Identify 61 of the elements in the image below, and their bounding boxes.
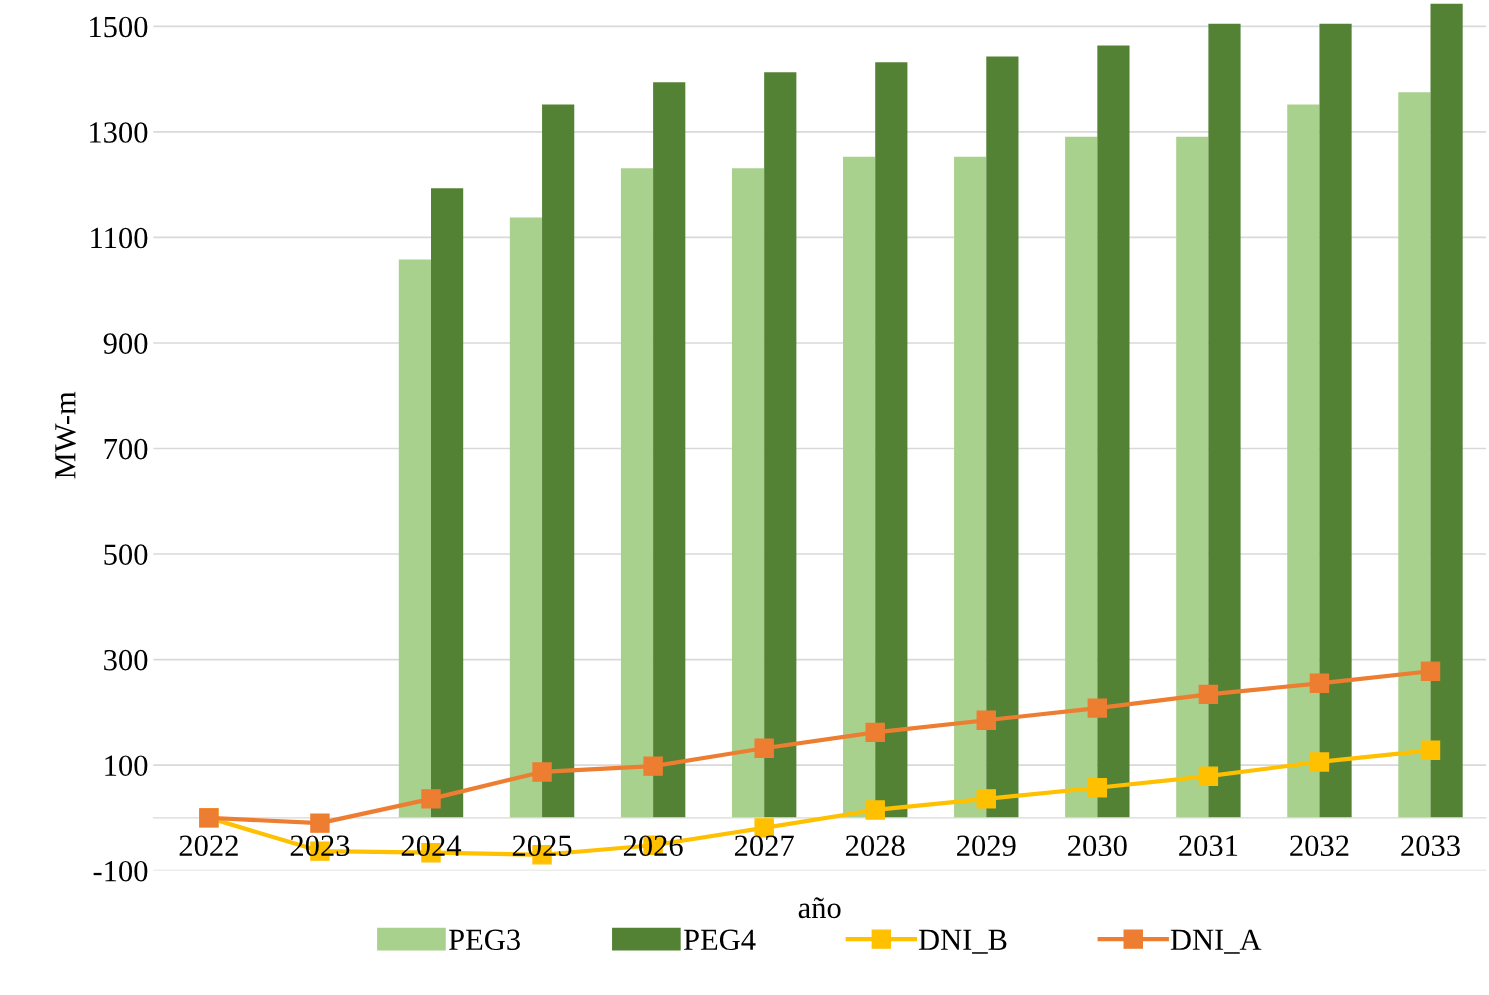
bar [1097,45,1130,818]
point [1420,661,1441,681]
y-tick-label: 1100 [91,227,148,249]
point [1420,740,1441,761]
point [421,789,441,809]
bar [398,259,431,818]
point [1087,698,1108,718]
bar [620,168,654,818]
point [1087,778,1108,798]
point [643,756,663,776]
y-tick-label: 100 [105,755,148,776]
bar [542,104,575,818]
x-tick-label: 2031 [1179,835,1238,857]
point [1309,752,1330,772]
point [754,738,774,758]
y-tick-label: 700 [104,438,148,460]
point [865,722,885,743]
x-tick-label: 2033 [1401,835,1460,857]
y-tick-label: 900 [103,333,148,354]
legend-label: DNI_B [918,929,1007,954]
x-tick-label: 2028 [846,835,905,857]
x-tick-label: 2030 [1068,835,1127,857]
point [1309,673,1330,694]
legend-label: PEG4 [683,929,756,951]
bar [1065,136,1098,818]
bar [1176,136,1209,818]
bar [731,168,765,818]
x-tick-label: 2032 [1290,835,1349,857]
bar [764,72,797,818]
x-tick-label: 2027 [734,835,794,857]
bar [954,156,987,818]
y-tick-label: 1300 [90,122,148,143]
point [976,789,996,809]
point [532,762,552,782]
bar [986,56,1019,818]
x-tick-label: 2029 [957,835,1016,857]
bar [1398,92,1431,818]
y-tick-label: -100 [93,860,148,882]
point [310,813,330,833]
y-tick-label: 500 [104,544,148,565]
point [1198,766,1219,786]
point [1198,684,1219,705]
x-tick-label: 2022 [179,835,238,857]
bar [431,188,464,818]
legend-label: DNI_A [1170,929,1262,954]
x-tick-label: 2025 [512,835,572,857]
bar [653,82,686,818]
bar [1208,23,1241,818]
bar [1319,23,1352,818]
legend-label: PEG3 [448,929,520,951]
bar [509,217,543,818]
y-tick-label: 1500 [90,16,148,38]
bar [843,156,876,818]
x-axis-title: año [798,897,841,919]
bar [1287,104,1320,818]
y-axis-title: MW-m [55,391,76,479]
bar [875,62,908,818]
point [976,710,996,730]
y-tick-label: 300 [104,649,148,671]
bar [1430,3,1463,818]
point [865,800,885,820]
